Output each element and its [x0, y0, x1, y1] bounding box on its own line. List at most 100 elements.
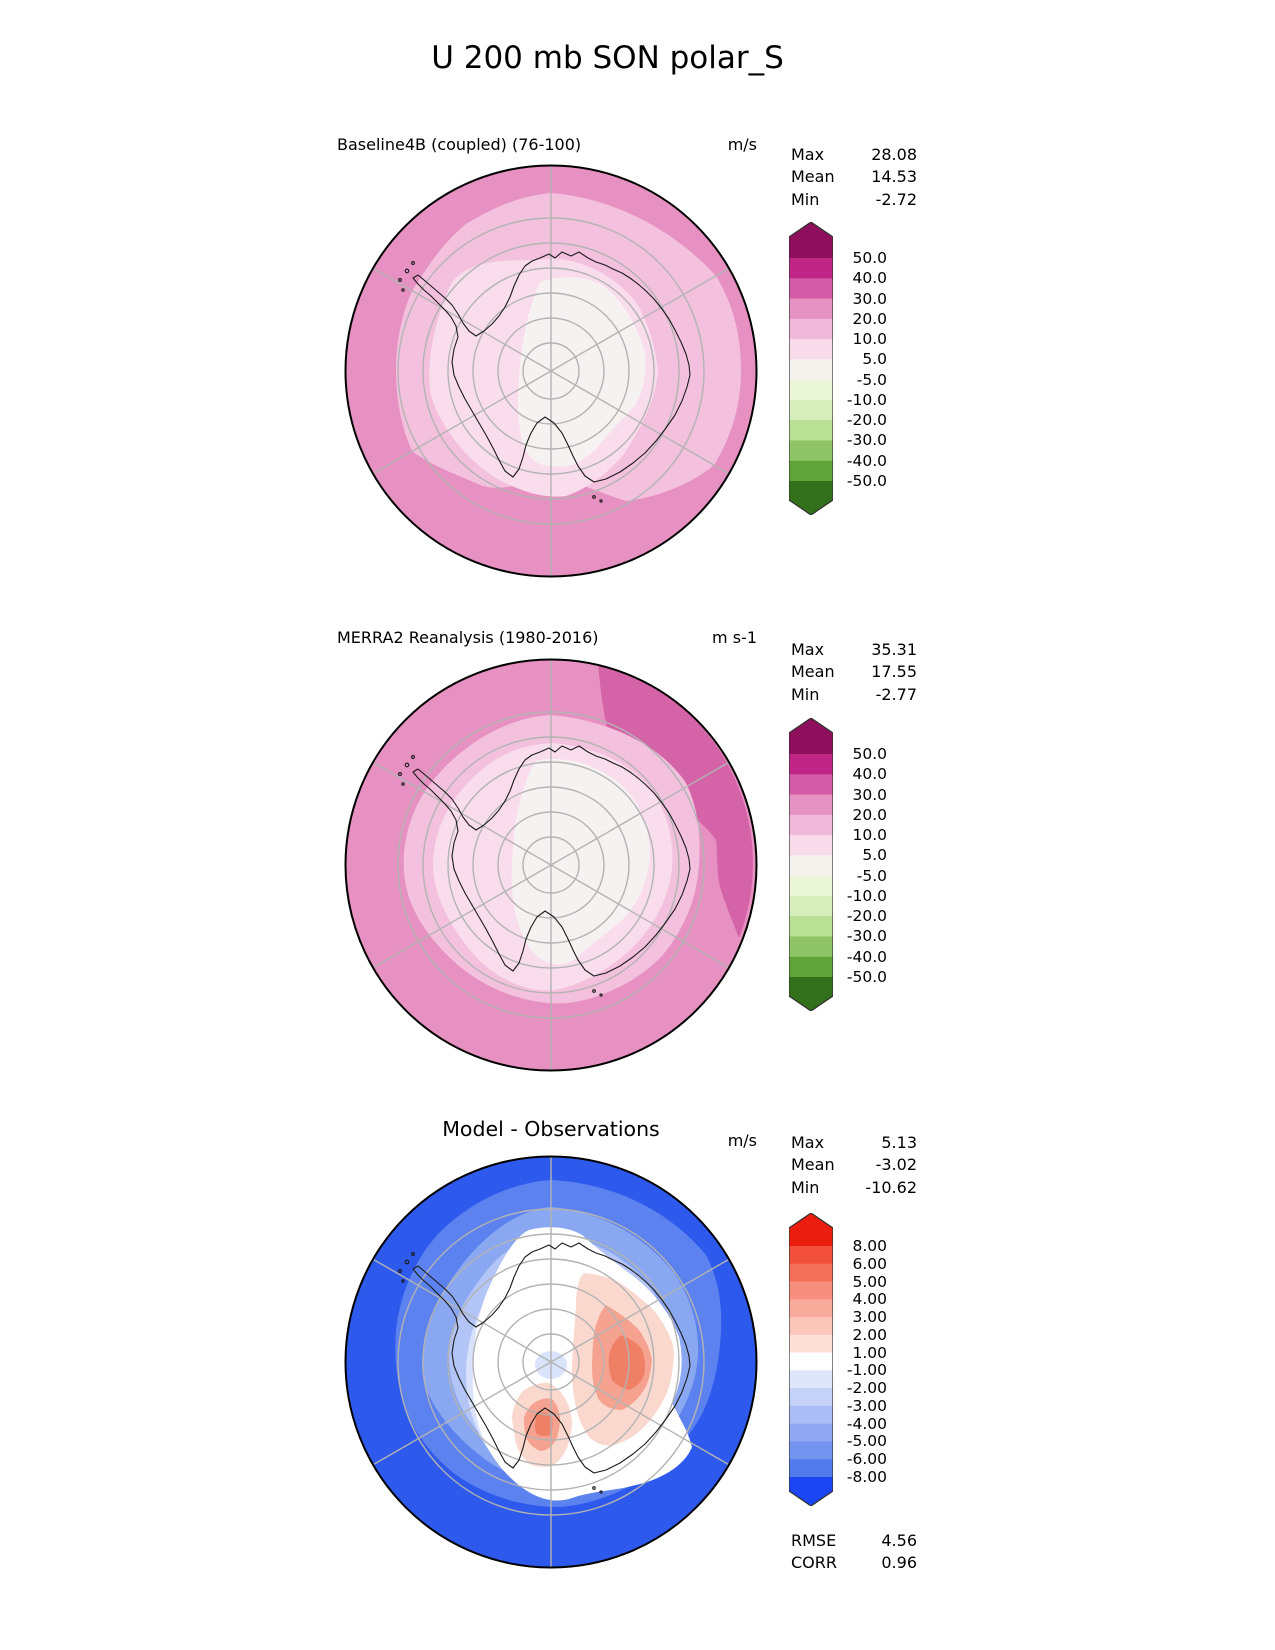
map-boundary [344, 658, 758, 1072]
colorbar-tick-label: 10.0 [852, 826, 887, 845]
colorbar-bar [789, 222, 833, 515]
stat-value: -2.77 [875, 684, 917, 704]
colorbar-segment [789, 916, 833, 937]
colorbar-segment [789, 1423, 833, 1442]
colorbar-segment [789, 460, 833, 482]
stat-label: RMSE [791, 1531, 837, 1550]
colorbar-segment [789, 1477, 833, 1506]
stat-row: Max 5.13 [791, 1132, 917, 1154]
colorbar-tick-label: 10.0 [852, 330, 887, 349]
stat-value: 14.53 [871, 167, 917, 187]
figure-title: U 200 mb SON polar_S [431, 40, 784, 76]
colorbar-tick-label: -50.0 [846, 968, 887, 986]
panel1-colorbar: 50.0 40.0 30.0 20.0 10.0 5.0 -5.0 -10.0 -20.0 -30… [789, 222, 899, 522]
colorbar-tick-label: 30.0 [852, 785, 887, 804]
colorbar-tick-label: 5.00 [852, 1272, 887, 1291]
stat-value: 0.96 [881, 1553, 917, 1573]
colorbar-segment [789, 895, 833, 917]
colorbar-segment [789, 1299, 833, 1318]
panel2-stats: Max 35.31 Mean 17.55 Min -2.77 [791, 639, 917, 706]
colorbar-segment [789, 278, 833, 300]
colorbar-segment [789, 814, 833, 836]
panel3-footer-stats: RMSE 4.56 CORR 0.96 [791, 1530, 917, 1575]
colorbar-segment [789, 440, 833, 462]
colorbar-segment [789, 1352, 833, 1371]
colorbar-segment [789, 1334, 833, 1354]
stat-label: Min [791, 1177, 820, 1197]
colorbar-tick-label: -8.00 [846, 1468, 887, 1486]
colorbar-tick-label: -1.00 [846, 1361, 887, 1380]
colorbar-tick-label: 3.00 [852, 1308, 887, 1327]
stat-value: -10.62 [865, 1177, 917, 1197]
colorbar-tick-label: -20.0 [846, 411, 887, 430]
colorbar-tick-label: 8.00 [852, 1237, 887, 1255]
colorbar-segment [789, 258, 833, 279]
stat-row: Min -10.62 [791, 1177, 917, 1199]
colorbar-segment [789, 318, 833, 340]
colorbar-tick-label: 40.0 [852, 269, 887, 288]
colorbar-segment [789, 1213, 833, 1247]
colorbar-segment [789, 1441, 833, 1460]
stat-label: Mean [791, 662, 835, 682]
colorbar-tick-label: 5.0 [862, 846, 887, 865]
colorbar-segment [789, 855, 833, 877]
stat-row: Mean 14.53 [791, 166, 917, 188]
colorbar-segment [789, 754, 833, 775]
panel1-stats: Max 28.08 Mean 14.53 Min -2.72 [791, 144, 917, 211]
stat-row: RMSE 4.56 [791, 1530, 917, 1552]
colorbar-segment [789, 222, 833, 259]
panel3-stats: Max 5.13 Mean -3.02 Min -10.62 [791, 1132, 917, 1199]
colorbar-tick-label: -40.0 [846, 451, 887, 470]
colorbar-segment [789, 977, 833, 1011]
colorbar-tick-label: -2.00 [846, 1379, 887, 1398]
stat-row: Max 28.08 [791, 144, 917, 166]
colorbar-segment [789, 1370, 833, 1389]
colorbar-segment [789, 1405, 833, 1425]
contour-fill [535, 1412, 553, 1437]
colorbar-tick-label: -30.0 [846, 431, 887, 450]
stat-row: Max 35.31 [791, 639, 917, 661]
colorbar-bar [789, 1213, 833, 1506]
stat-label: CORR [791, 1553, 837, 1573]
stat-label: Max [791, 640, 825, 659]
stat-value: 35.31 [871, 640, 917, 659]
stat-row: Min -2.72 [791, 189, 917, 211]
colorbar-tick-label: 50.0 [852, 249, 887, 267]
colorbar-segment [789, 1317, 833, 1336]
stat-label: Mean [791, 1155, 835, 1175]
colorbar-tick-label: -10.0 [846, 390, 887, 409]
colorbar-segment [789, 298, 833, 320]
panel2-colorbar: 50.0 40.0 30.0 20.0 10.0 5.0 -5.0 -10.0 -20.0 -30… [789, 718, 899, 1018]
stat-value: 4.56 [881, 1531, 917, 1550]
colorbar-tick-label: -5.0 [856, 370, 887, 389]
contour-fill [511, 758, 650, 965]
colorbar-segment [789, 1281, 833, 1300]
colorbar-segment [789, 481, 833, 515]
stat-row: Mean -3.02 [791, 1154, 917, 1176]
panel2-title: MERRA2 Reanalysis (1980-2016) [337, 628, 599, 647]
panel3-units: m/s [727, 1131, 757, 1150]
panel1-units: m/s [727, 135, 757, 154]
colorbar-tick-label: -10.0 [846, 886, 887, 905]
colorbar-tick-label: 50.0 [852, 745, 887, 763]
colorbar-segment [789, 339, 833, 360]
colorbar-segment [789, 1388, 833, 1407]
colorbar-tick-label: -20.0 [846, 907, 887, 926]
panel3-title: Model - Observations [442, 1117, 660, 1141]
colorbar-tick-label: -3.00 [846, 1396, 887, 1415]
stat-value: -2.72 [875, 189, 917, 209]
map-boundary [344, 1155, 758, 1569]
colorbar-bar [789, 718, 833, 1011]
stat-label: Max [791, 1133, 825, 1152]
colorbar-tick-label: 6.00 [852, 1254, 887, 1273]
colorbar-segment [789, 875, 833, 897]
colorbar-tick-label: -5.00 [846, 1432, 887, 1451]
colorbar-segment [789, 379, 833, 401]
panel1-title: Baseline4B (coupled) (76-100) [337, 135, 582, 154]
colorbar-tick-label: 20.0 [852, 805, 887, 824]
stat-label: Min [791, 189, 820, 209]
colorbar-tick-label: 5.0 [862, 350, 887, 369]
stat-row: Mean 17.55 [791, 661, 917, 683]
stat-label: Min [791, 684, 820, 704]
